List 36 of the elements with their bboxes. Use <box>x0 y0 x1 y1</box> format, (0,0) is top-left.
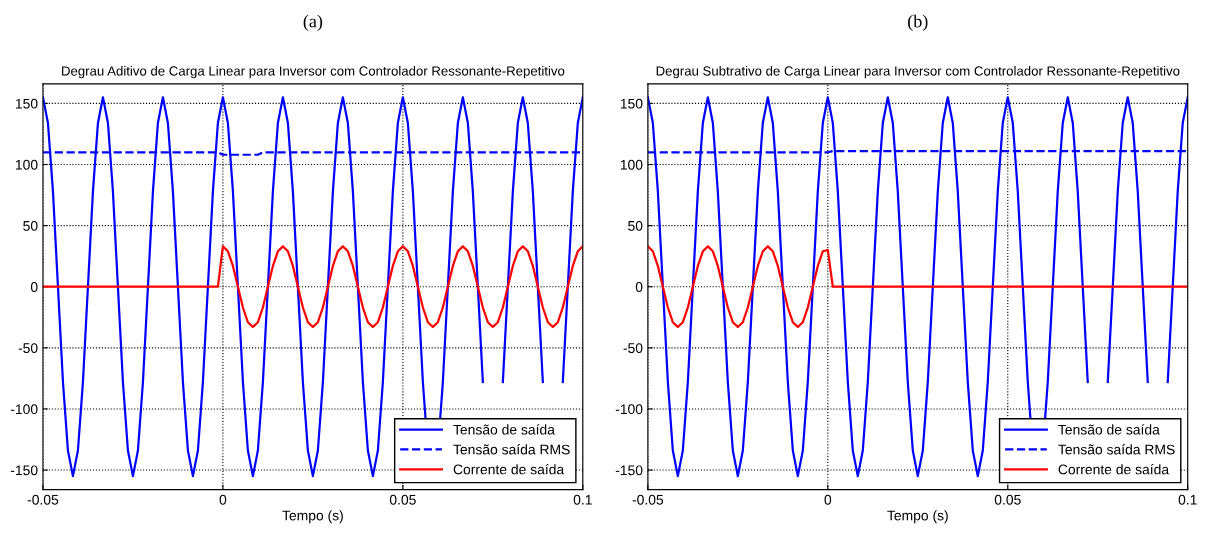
y-tick-label: -100 <box>615 404 643 415</box>
text: (b) <box>908 14 928 32</box>
y-tick-label: 0 <box>30 282 38 292</box>
text: (a) <box>303 14 323 32</box>
x-tick-label: 0.1 <box>1178 494 1197 505</box>
y-tick-label: 150 <box>15 98 38 109</box>
chart-title: Degrau Subtrativo de Carga Linear para Inversor com Controlador Ressonante-Repetitivo <box>656 65 1180 79</box>
x-tick-label: -0.05 <box>632 494 664 505</box>
x-tick-label: -0.05 <box>27 494 59 505</box>
y-tick-label: 50 <box>628 220 643 231</box>
y-tick-label: -100 <box>10 404 38 415</box>
x-tick-label: 0.1 <box>573 494 592 505</box>
legend-label: Tensão de saída <box>453 424 555 435</box>
legend-label: Corrente de saída <box>453 464 565 475</box>
y-tick-label: 100 <box>15 159 38 170</box>
y-tick-label: 50 <box>23 220 38 231</box>
y-tick-label: -50 <box>18 343 38 354</box>
y-tick-label: -50 <box>623 343 643 354</box>
legend-label: Tensão de saída <box>1058 424 1160 435</box>
x-axis-title: Tempo (s) <box>887 510 948 524</box>
x-tick-label: 0 <box>824 494 832 505</box>
chart-title: Degrau Aditivo de Carga Linear para Inversor com Controlador Ressonante-Repetitivo <box>62 65 565 79</box>
x-tick-label: 0.05 <box>389 494 416 505</box>
x-tick-label: 0.05 <box>994 494 1021 505</box>
y-tick-label: 150 <box>620 98 643 109</box>
y-tick-label: -150 <box>615 465 643 476</box>
line-series <box>42 245 583 329</box>
x-tick-label: 0 <box>219 494 227 505</box>
line-series <box>647 245 1188 329</box>
legend-label: Corrente de saída <box>1058 464 1170 475</box>
y-tick-label: -150 <box>10 465 38 476</box>
y-tick-label: 0 <box>635 282 643 292</box>
y-tick-label: 100 <box>620 159 643 170</box>
legend-label: Tensão saída RMS <box>1058 444 1175 455</box>
legend-label: Tensão saída RMS <box>453 444 570 455</box>
x-axis-title: Tempo (s) <box>282 510 343 524</box>
